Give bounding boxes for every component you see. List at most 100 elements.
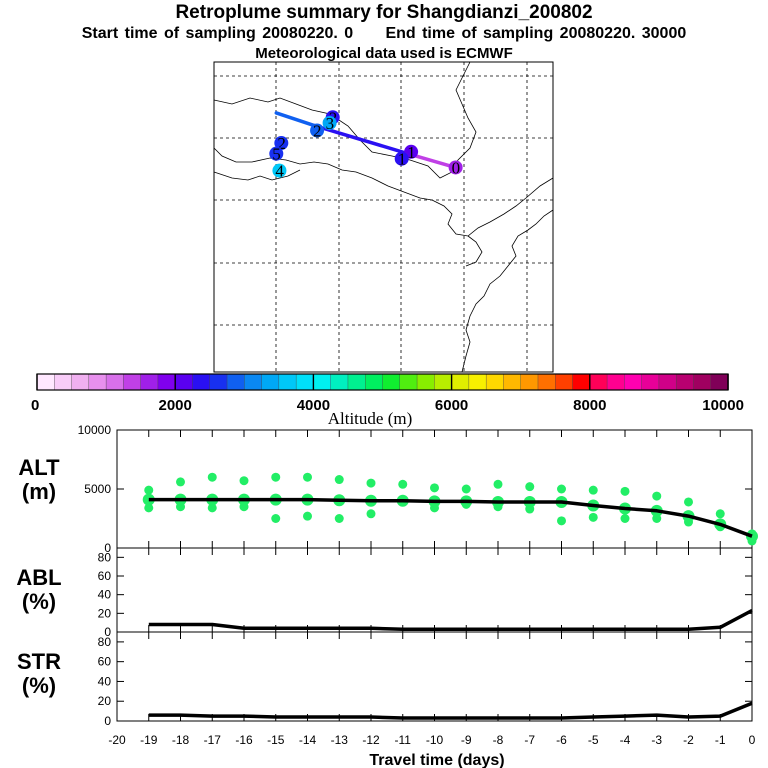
- plume-marker: [310, 123, 325, 138]
- colorbar-label: Altitude (m): [328, 409, 413, 428]
- plume-altitude-dot: [588, 485, 598, 495]
- x-tick-label: -11: [395, 733, 412, 747]
- colorbar-cell: [330, 373, 349, 391]
- str-panel-frame: [116, 631, 753, 722]
- x-tick-label: -3: [651, 733, 662, 747]
- y-tick-label: 40: [98, 588, 112, 602]
- plume-altitude-dot: [557, 516, 566, 526]
- colorbar-cell: [313, 373, 332, 391]
- plume-altitude-dot: [430, 483, 439, 493]
- x-tick-label: -17: [204, 733, 222, 747]
- str-panel-label: STR (%): [17, 649, 61, 698]
- colorbar-cell: [520, 373, 539, 391]
- colorbar-tick-label: 0: [31, 397, 39, 414]
- colorbar-cell: [192, 373, 211, 391]
- colorbar-cell: [157, 373, 176, 391]
- plume-marker: [272, 163, 287, 178]
- end-time-text: End time of sampling 20080220. 30000: [385, 25, 687, 42]
- plume-altitude-dot: [620, 514, 630, 523]
- colorbar-cell: [382, 373, 401, 391]
- x-axis-label: Travel time (days): [369, 752, 504, 768]
- alt-panel: 10000 5000 0: [78, 423, 758, 555]
- plume-marker: [274, 136, 289, 151]
- y-tick-label: 60: [98, 569, 112, 583]
- start-time-text: Start time of sampling 20080220. 0: [81, 25, 354, 42]
- y-tick-label: 10000: [78, 423, 112, 437]
- colorbar-cell: [226, 373, 245, 391]
- plume-day-label: 2: [277, 134, 286, 153]
- y-tick-label: 0: [104, 541, 111, 555]
- colorbar-cell: [624, 373, 643, 391]
- abl-panel-frame: [116, 547, 753, 633]
- plume-markers: 011222354: [269, 108, 463, 181]
- colorbar-cell: [174, 373, 194, 391]
- colorbar-cell: [503, 373, 522, 391]
- china-border: [213, 147, 433, 201]
- colorbar-cells: [36, 373, 729, 391]
- colorbar-cell: [589, 373, 608, 391]
- colorbar-cell: [451, 373, 470, 391]
- colorbar-cell: [485, 373, 505, 391]
- colorbar-tick-label: 6000: [435, 397, 468, 414]
- plume-altitude-dot: [684, 497, 693, 507]
- plume-day-label: 1: [407, 143, 416, 162]
- plume-altitude-dot: [493, 479, 503, 489]
- plume-altitude-dot: [271, 514, 281, 523]
- mean-line: [148, 497, 753, 538]
- colorbar-tick-label: 8000: [573, 397, 606, 414]
- plume-marker: [448, 160, 463, 175]
- x-tick-label: -13: [331, 733, 349, 747]
- colorbar-cell: [278, 373, 297, 391]
- x-tick-label: -15: [267, 733, 285, 747]
- plume-altitude-dot: [207, 503, 217, 513]
- y-tick-label: 20: [98, 606, 112, 620]
- plume-day-label: 2: [313, 121, 322, 140]
- x-tick-label: -6: [556, 733, 567, 747]
- x-tick-label: -4: [620, 733, 631, 747]
- plume-altitude-dot: [715, 509, 725, 519]
- chart-title: Retroplume summary for Shangdianzi_20080…: [175, 2, 593, 23]
- plume-altitude-dot: [588, 512, 598, 522]
- y-tick-label: 5000: [84, 482, 111, 496]
- plume-altitude-dot: [144, 485, 154, 495]
- abl-panel: 80 60 40 20 0: [98, 548, 753, 639]
- plume-altitude-dot: [334, 475, 344, 485]
- colorbar-cell: [658, 373, 677, 391]
- plume-day-label: 4: [275, 162, 284, 181]
- plume-day-label: 5: [272, 145, 281, 164]
- colorbar-cell: [36, 373, 55, 391]
- colorbar-cell: [209, 373, 228, 391]
- colorbar-cell: [572, 373, 591, 391]
- colorbar-cell: [71, 373, 90, 391]
- x-tick-label: -19: [140, 733, 158, 747]
- colorbar-cell: [88, 373, 107, 391]
- bay-outline: [465, 235, 483, 267]
- colorbar-tick-labels: 0 2000 4000 6000 8000 10000: [31, 374, 744, 414]
- kazakh-border: [213, 169, 301, 181]
- x-tick-label: -12: [362, 733, 380, 747]
- plume-altitude-dot: [303, 511, 312, 521]
- plume-marker: [322, 115, 337, 130]
- plume-altitude-dot: [525, 482, 535, 492]
- map-gridlines: [214, 62, 553, 372]
- y-tick-label: 0: [104, 625, 111, 639]
- colorbar-cell: [105, 373, 125, 391]
- colorbar-cell: [710, 373, 729, 391]
- plume-day-label: 3: [326, 114, 335, 133]
- x-tick-label: -7: [524, 733, 535, 747]
- colorbar-cell: [140, 373, 159, 391]
- y-tick-label: 20: [98, 694, 112, 708]
- x-tick-label: -8: [493, 733, 504, 747]
- x-tick-label: -5: [588, 733, 599, 747]
- x-tick-label: -10: [426, 733, 444, 747]
- str-panel: 80 60 40 20 0: [98, 632, 753, 728]
- plume-altitude-dot: [620, 486, 630, 496]
- colorbar-cell: [123, 373, 142, 391]
- x-tick-label: -18: [172, 733, 190, 747]
- plume-altitude-dot: [144, 503, 154, 513]
- colorbar-tick-label: 10000: [702, 397, 744, 414]
- coastline-north: [431, 177, 554, 237]
- coastline-east: [461, 209, 554, 373]
